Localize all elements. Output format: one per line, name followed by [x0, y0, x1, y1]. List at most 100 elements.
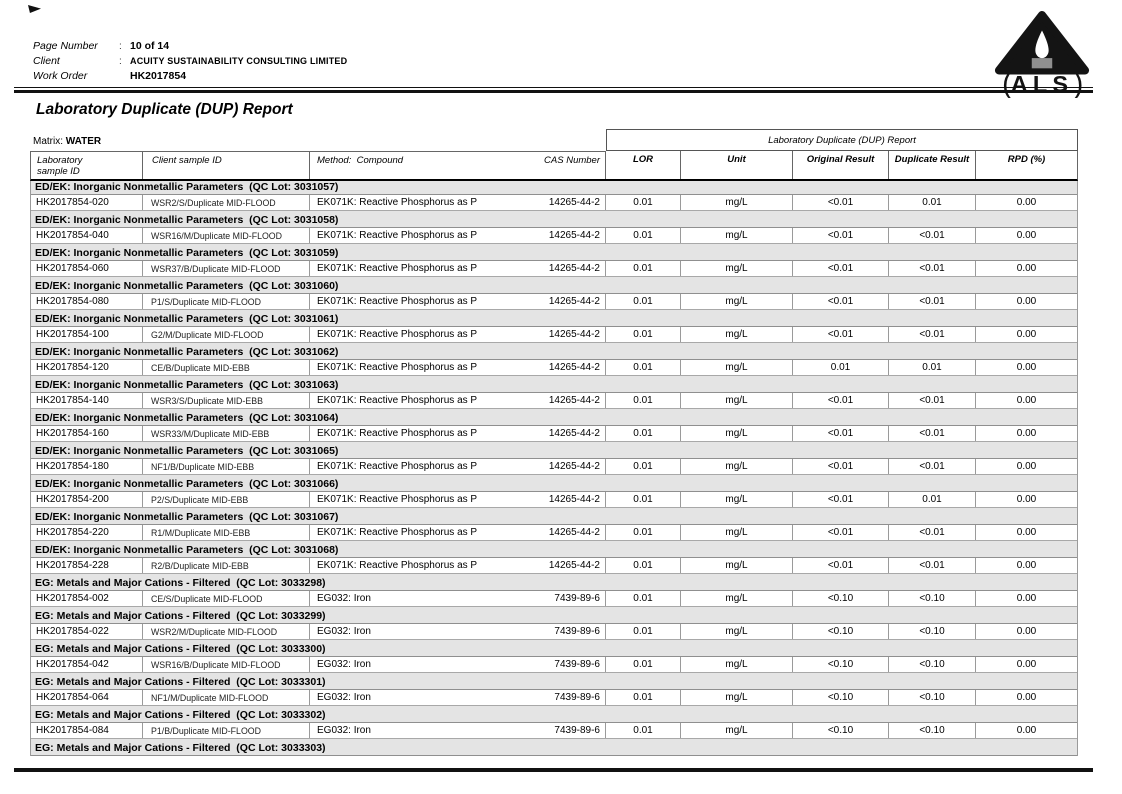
table-row: HK2017854-220 R1/M/Duplicate MID-EBB EK071…	[31, 525, 1077, 541]
matrix-value: WATER	[65, 136, 102, 147]
original-result: <0.01	[793, 459, 889, 474]
method-compound-cell: EK071K: Reactive Phosphorus as P 14265-44…	[310, 426, 606, 441]
lor-value: 0.01	[606, 723, 681, 738]
method-compound: EK071K: Reactive Phosphorus as P	[317, 560, 478, 571]
method-compound-cell: EK071K: Reactive Phosphorus as P 14265-44…	[310, 393, 606, 408]
section-header: EG: Metals and Major Cations - Filtered …	[31, 577, 1077, 591]
lor-value: 0.01	[606, 228, 681, 243]
lor-value: 0.01	[606, 591, 681, 606]
spanner-header: Laboratory Duplicate (DUP) Report	[606, 129, 1078, 151]
column-header-client-sample-id: Client sample ID	[143, 151, 310, 179]
duplicate-result: <0.10	[889, 723, 976, 738]
header-rule	[14, 87, 1093, 93]
rpd-value: 0.00	[1016, 197, 1037, 208]
lab-sample-id: HK2017854-064	[31, 690, 143, 705]
duplicate-result: <0.01	[889, 525, 976, 540]
original-result: <0.01	[793, 492, 889, 507]
unit-value: mg/L	[681, 228, 793, 243]
section-header: ED/EK: Inorganic Nonmetallic Parameters …	[31, 445, 1077, 459]
matrix-label-text: Matrix:	[33, 136, 66, 147]
original-result: <0.01	[793, 294, 889, 309]
unit-value: mg/L	[681, 525, 793, 540]
duplicate-result: <0.10	[889, 591, 976, 606]
table-header-row: Laboratory sample ID Client sample ID Me…	[30, 151, 1078, 181]
table-row: HK2017854-002 CE/S/Duplicate MID-FLOOD EG0…	[31, 591, 1077, 607]
table-row: HK2017854-200 P2/S/Duplicate MID-EBB EK071…	[31, 492, 1077, 508]
client-sample-id: R2/B/Duplicate MID-EBB	[143, 558, 310, 573]
cas-number: 14265-44-2	[548, 527, 600, 538]
cas-number: 14265-44-2	[548, 296, 600, 307]
table-row: HK2017854-064 NF1/M/Duplicate MID-FLOOD EG…	[31, 690, 1077, 706]
method-compound: EK071K: Reactive Phosphorus as P	[317, 230, 478, 241]
rpd-value: 0.00	[1016, 296, 1037, 307]
table-row: HK2017854-160 WSR33/M/Duplicate MID-EBB EK…	[31, 426, 1077, 442]
method-compound: EK071K: Reactive Phosphorus as P	[317, 362, 478, 373]
cas-number: 14265-44-2	[548, 329, 600, 340]
client-sample-id: WSR3/S/Duplicate MID-EBB	[143, 393, 310, 408]
column-header-unit: Unit	[681, 151, 793, 179]
lab-sample-id: HK2017854-084	[31, 723, 143, 738]
method-compound-cell: EK071K: Reactive Phosphorus as P 14265-44…	[310, 228, 606, 243]
lab-sample-id: HK2017854-042	[31, 657, 143, 672]
client-sample-id: WSR16/B/Duplicate MID-FLOOD	[143, 657, 310, 672]
rpd-value: 0.00	[1016, 230, 1037, 241]
lor-value: 0.01	[606, 690, 681, 705]
method-compound: EG032: Iron	[317, 692, 371, 703]
table-spanner-row: Laboratory Duplicate (DUP) Report	[30, 129, 1078, 151]
method-compound: EG032: Iron	[317, 626, 371, 637]
duplicate-result: <0.10	[889, 690, 976, 705]
section-header: EG: Metals and Major Cations - Filtered …	[31, 643, 1077, 657]
page-header: Page Number : 10 of 14 Client : ACUITY S…	[33, 40, 347, 85]
original-result: <0.10	[793, 723, 889, 738]
section-header: EG: Metals and Major Cations - Filtered …	[31, 676, 1077, 690]
lor-value: 0.01	[606, 459, 681, 474]
table-row: HK2017854-040 WSR16/M/Duplicate MID-FLOOD…	[31, 228, 1077, 244]
method-compound-cell: EK071K: Reactive Phosphorus as P 14265-44…	[310, 327, 606, 342]
rpd-value: 0.00	[1016, 626, 1037, 637]
client-sample-id: G2/M/Duplicate MID-FLOOD	[143, 327, 310, 342]
unit-value: mg/L	[681, 294, 793, 309]
lab-sample-id: HK2017854-020	[31, 195, 143, 210]
section-header: EG: Metals and Major Cations - Filtered …	[31, 610, 1077, 624]
lor-value: 0.01	[606, 360, 681, 375]
method-compound-cell: EG032: Iron 7439-89-6	[310, 723, 606, 738]
method-compound-cell: EG032: Iron 7439-89-6	[310, 690, 606, 705]
duplicate-result: <0.01	[889, 228, 976, 243]
cas-number: 14265-44-2	[548, 461, 600, 472]
original-result: <0.01	[793, 327, 889, 342]
rpd-value: 0.00	[1016, 560, 1037, 571]
lab-sample-id: HK2017854-080	[31, 294, 143, 309]
method-compound: EK071K: Reactive Phosphorus as P	[317, 329, 478, 340]
client-sample-id: P2/S/Duplicate MID-EBB	[143, 492, 310, 507]
lor-value: 0.01	[606, 426, 681, 441]
cas-number: 7439-89-6	[554, 659, 600, 670]
separator: :	[119, 41, 122, 52]
method-compound-cell: EG032: Iron 7439-89-6	[310, 657, 606, 672]
lor-value: 0.01	[606, 294, 681, 309]
section-header: ED/EK: Inorganic Nonmetallic Parameters …	[31, 346, 1077, 360]
lab-sample-id: HK2017854-140	[31, 393, 143, 408]
cas-number: 14265-44-2	[548, 395, 600, 406]
unit-value: mg/L	[681, 195, 793, 210]
unit-value: mg/L	[681, 492, 793, 507]
duplicate-result: <0.01	[889, 459, 976, 474]
table-row: HK2017854-042 WSR16/B/Duplicate MID-FLOOD…	[31, 657, 1077, 673]
lab-sample-id: HK2017854-040	[31, 228, 143, 243]
method-compound-cell: EG032: Iron 7439-89-6	[310, 591, 606, 606]
cas-number: 14265-44-2	[548, 263, 600, 274]
lab-sample-id: HK2017854-160	[31, 426, 143, 441]
duplicate-result: 0.01	[889, 195, 976, 210]
method-compound: EK071K: Reactive Phosphorus as P	[317, 461, 478, 472]
column-header-method-label: Method: Compound	[317, 155, 404, 166]
section-header: EG: Metals and Major Cations - Filtered …	[31, 709, 1077, 723]
logo-flame	[1035, 30, 1049, 59]
section-header: ED/EK: Inorganic Nonmetallic Parameters …	[31, 379, 1077, 393]
method-compound: EK071K: Reactive Phosphorus as P	[317, 263, 478, 274]
column-header-method: Method: Compound CAS Number	[310, 151, 606, 179]
unit-value: mg/L	[681, 360, 793, 375]
client-sample-id: CE/B/Duplicate MID-EBB	[143, 360, 310, 375]
logo-paren-right: )	[1074, 68, 1084, 98]
cas-number: 14265-44-2	[548, 197, 600, 208]
separator: :	[119, 56, 122, 67]
